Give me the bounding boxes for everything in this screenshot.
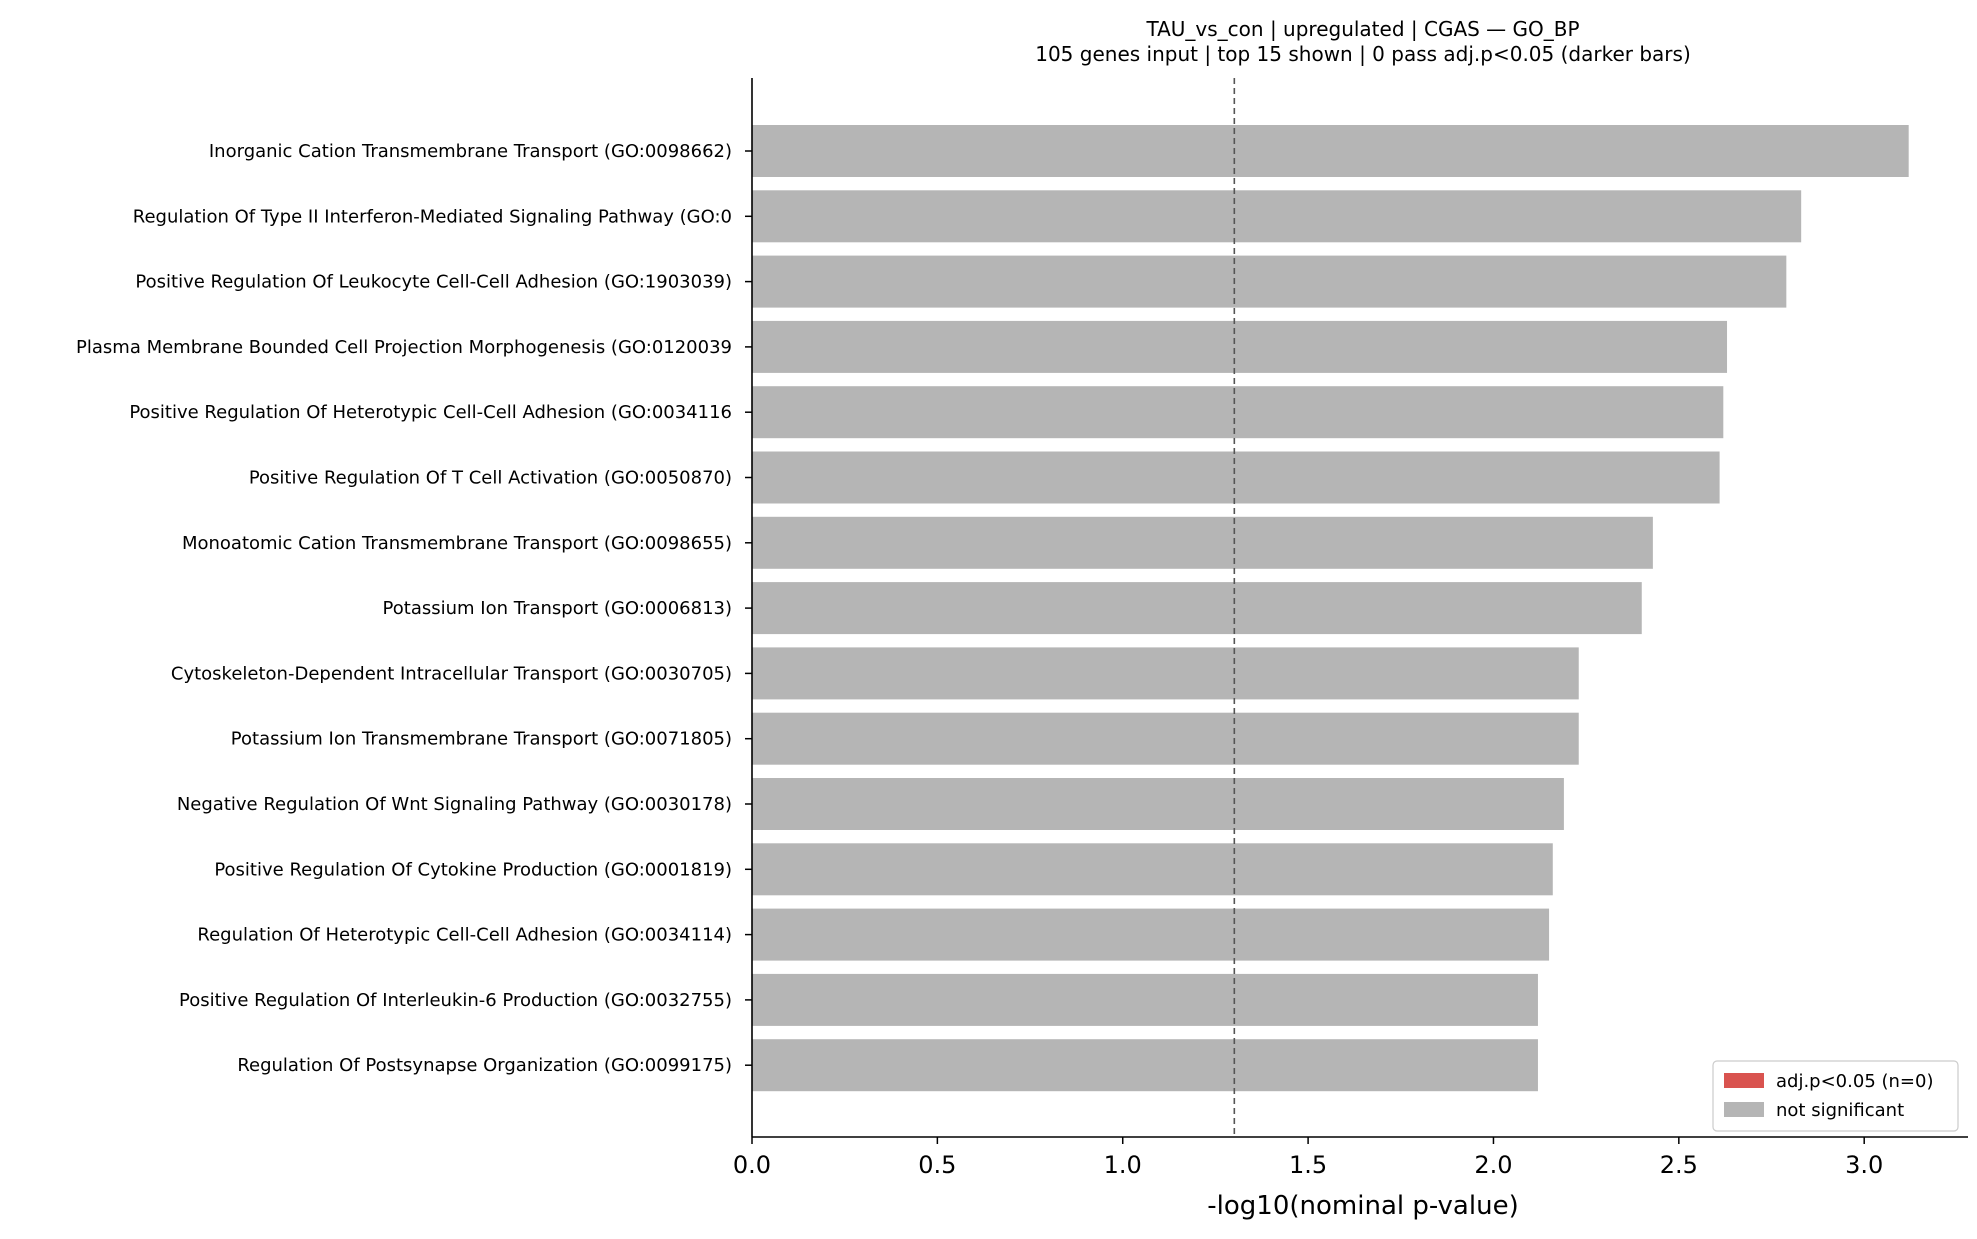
chart-title: TAU_vs_con | upregulated | CGAS — GO_BP: [1145, 17, 1579, 41]
category-label-10: Potassium Ion Transmembrane Transport (G…: [231, 729, 732, 750]
bar-11: [752, 778, 1564, 830]
bar-5: [752, 386, 1724, 439]
legend: adj.p<0.05 (n=0) not significant: [1712, 1060, 1959, 1132]
category-label-12: Positive Regulation Of Cytokine Producti…: [214, 859, 732, 880]
category-label-1: Inorganic Cation Transmembrane Transport…: [209, 141, 732, 162]
x-tick-label-4: 1.5: [1289, 1151, 1327, 1179]
category-label-7: Monoatomic Cation Transmembrane Transpor…: [182, 533, 732, 554]
x-tick-label-5: 2.0: [1474, 1151, 1512, 1179]
bar-2: [752, 190, 1802, 243]
x-tick-label-7: 3.0: [1845, 1151, 1883, 1179]
bar-9: [752, 647, 1579, 700]
legend-swatch-significant: [1724, 1073, 1764, 1088]
bar-13: [752, 908, 1550, 961]
bar-7: [752, 516, 1653, 569]
category-label-2: Regulation Of Type II Interferon-Mediate…: [133, 206, 732, 227]
bar-6: [752, 451, 1720, 504]
bar-4: [752, 320, 1728, 373]
category-labels-layer: Inorganic Cation Transmembrane Transport…: [76, 141, 732, 1076]
x-tick-label-1: 0.0: [733, 1151, 771, 1179]
category-label-11: Negative Regulation Of Wnt Signaling Pat…: [177, 794, 732, 815]
category-label-5: Positive Regulation Of Heterotypic Cell-…: [129, 402, 732, 423]
axes-layer: 0.0 0.5 1.0 1.5 2.0 2.5 3.0: [733, 78, 1968, 1179]
x-tick-label-2: 0.5: [918, 1151, 956, 1179]
legend-swatch-not-significant: [1724, 1102, 1764, 1117]
bar-8: [752, 582, 1642, 635]
category-label-8: Potassium Ion Transport (GO:0006813): [383, 598, 732, 619]
legend-label-significant: adj.p<0.05 (n=0): [1776, 1071, 1933, 1092]
chart-subtitle: 105 genes input | top 15 shown | 0 pass …: [1035, 42, 1691, 66]
category-label-4: Plasma Membrane Bounded Cell Projection …: [76, 337, 732, 358]
x-axis-label: -log10(nominal p-value): [1207, 1191, 1518, 1221]
bar-15: [752, 1039, 1538, 1092]
bar-3: [752, 255, 1787, 308]
category-label-15: Regulation Of Postsynapse Organization (…: [237, 1055, 732, 1076]
legend-frame: [1712, 1060, 1959, 1132]
bar-14: [752, 973, 1538, 1026]
category-label-9: Cytoskeleton-Dependent Intracellular Tra…: [171, 663, 732, 684]
bars-layer: [752, 125, 1909, 1092]
x-tick-label-3: 1.0: [1104, 1151, 1142, 1179]
bar-1: [752, 125, 1909, 177]
x-tick-label-6: 2.5: [1660, 1151, 1698, 1179]
bar-10: [752, 712, 1579, 765]
category-label-14: Positive Regulation Of Interleukin-6 Pro…: [179, 990, 732, 1011]
category-label-13: Regulation Of Heterotypic Cell-Cell Adhe…: [197, 925, 732, 946]
category-label-3: Positive Regulation Of Leukocyte Cell-Ce…: [135, 272, 732, 293]
legend-label-not-significant: not significant: [1776, 1100, 1904, 1121]
category-label-6: Positive Regulation Of T Cell Activation…: [249, 468, 732, 489]
bar-12: [752, 843, 1553, 896]
